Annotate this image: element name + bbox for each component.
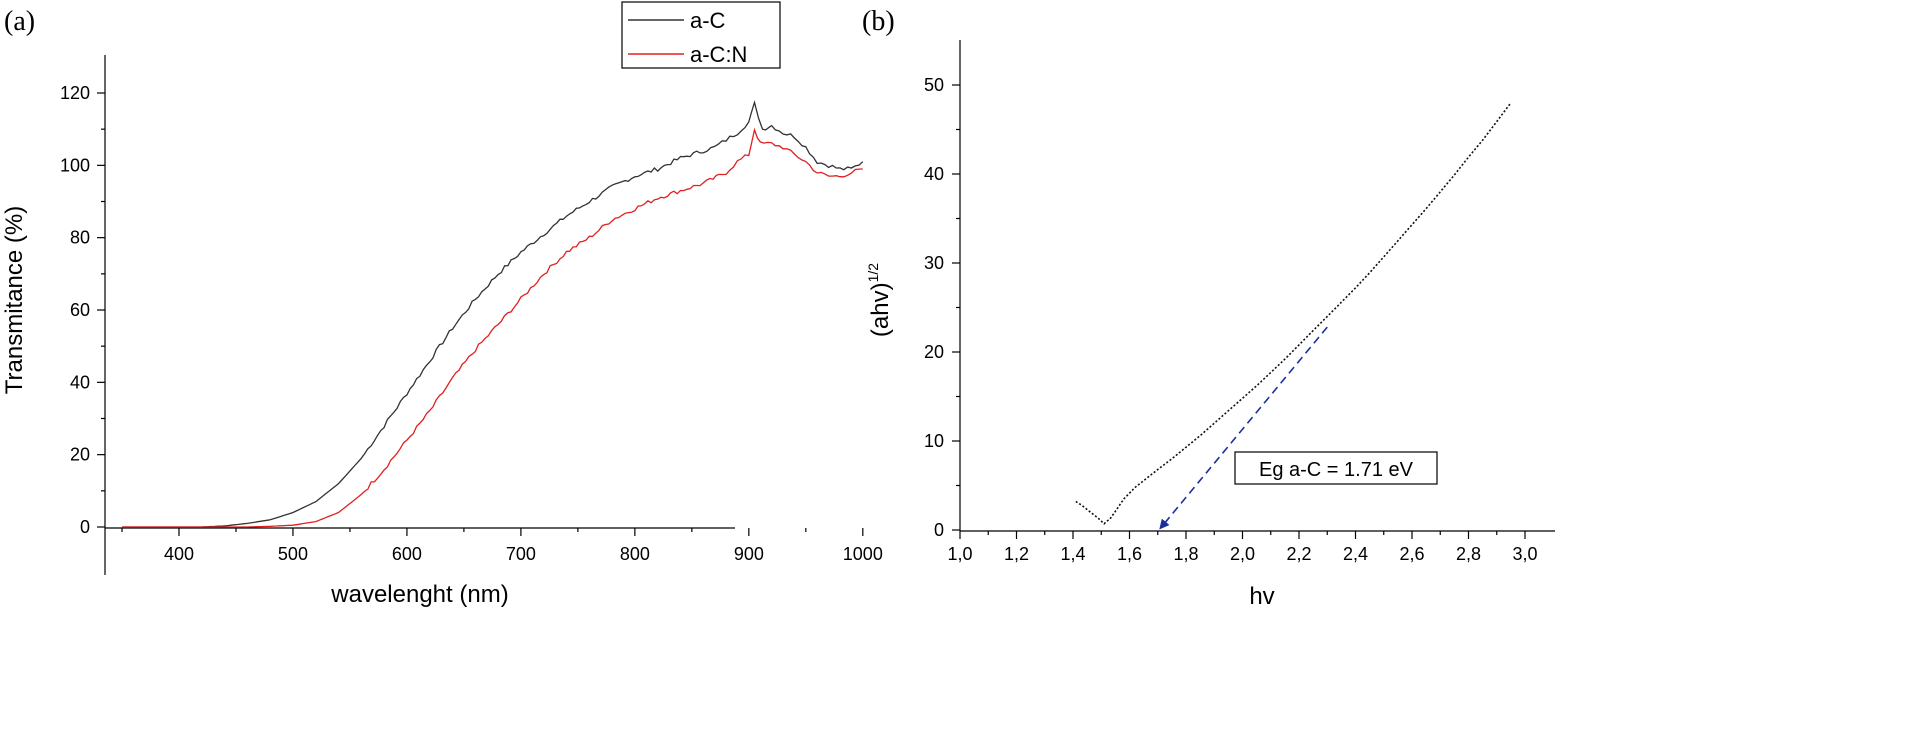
panel-a-label: (a) xyxy=(4,6,35,37)
b-x-tick-label: 2,6 xyxy=(1399,544,1424,564)
annotation-text: Eg a-C = 1.71 eV xyxy=(1259,459,1414,481)
a-y-tick-label: 20 xyxy=(70,445,90,465)
b-x-tick-label: 2,8 xyxy=(1456,544,1481,564)
series-line-a-c xyxy=(122,100,864,528)
b-x-tick-label: 3,0 xyxy=(1512,544,1537,564)
legend-label-a-c-n: a-C:N xyxy=(690,42,747,67)
panel-a: (a) 400 500 600 700 800 900 1000 0 20 40 60 80 100 12… xyxy=(1,1,883,608)
series-line-a-c-n xyxy=(122,127,863,528)
b-x-tick-label: 1,2 xyxy=(1004,544,1029,564)
a-y-tick-label: 120 xyxy=(60,83,90,103)
b-x-tick-label: 2,4 xyxy=(1343,544,1368,564)
b-y-tick-label: 40 xyxy=(924,164,944,184)
a-x-tick-label: 1000 xyxy=(843,544,883,564)
panel-a-legend: a-C a-C:N xyxy=(621,1,781,69)
panel-b-label: (b) xyxy=(862,6,895,37)
annotation-box xyxy=(1234,451,1438,485)
b-x-tick-label: 2,0 xyxy=(1230,544,1255,564)
a-x-tick-label: 700 xyxy=(506,544,536,564)
a-y-tick-label: 0 xyxy=(80,517,90,537)
a-x-tick-label: 900 xyxy=(734,544,764,564)
panel-b-x-axis-title: hv xyxy=(1249,583,1274,610)
a-x-tick-label: 500 xyxy=(278,544,308,564)
panel-a-x-axis-title: wavelenght (nm) xyxy=(330,581,508,608)
legend-label-a-c: a-C xyxy=(690,8,726,33)
a-y-tick-label: 80 xyxy=(70,228,90,248)
b-x-tick-label: 1,4 xyxy=(1060,544,1085,564)
band-gap-annotation: Eg a-C = 1.71 eV xyxy=(1234,451,1438,485)
a-y-tick-label: 40 xyxy=(70,372,90,392)
panel-b: (b) 1,0 1,2 1,4 1,6 1,8 2,0 2,2 2,4 2,6 2,8 3,0 0 10… xyxy=(862,6,1555,610)
panel-b-y-axis-title: (ahv)1/2 xyxy=(865,263,894,337)
a-x-tick-label: 800 xyxy=(620,544,650,564)
legend-box xyxy=(621,1,781,69)
panel-b-ticks: 1,0 1,2 1,4 1,6 1,8 2,0 2,2 2,4 2,6 2,8 3,0 0 10 20 30… xyxy=(924,40,1555,564)
b-y-tick-label: 0 xyxy=(934,520,944,540)
b-y-tick-label: 10 xyxy=(924,431,944,451)
panel-b-series xyxy=(1075,102,1512,530)
a-y-tick-label: 100 xyxy=(60,155,90,175)
panel-a-series xyxy=(122,100,864,528)
b-x-tick-label: 1,8 xyxy=(1173,544,1198,564)
b-y-tick-label: 30 xyxy=(924,253,944,273)
b-y-tick-label: 20 xyxy=(924,342,944,362)
b-y-tick-label: 50 xyxy=(924,75,944,95)
tauc-curve xyxy=(1075,102,1512,525)
b-x-tick-label: 2,2 xyxy=(1286,544,1311,564)
b-x-tick-label: 1,6 xyxy=(1117,544,1142,564)
panel-a-ticks: 400 500 600 700 800 900 1000 0 20 40 60 80 100 120 xyxy=(60,55,883,575)
a-y-tick-label: 60 xyxy=(70,300,90,320)
b-x-tick-label: 1,0 xyxy=(947,544,972,564)
a-x-tick-label: 400 xyxy=(164,544,194,564)
extrapolation-arrow xyxy=(1159,326,1328,530)
panel-a-y-axis-title: Transmitance (%) xyxy=(1,206,28,394)
a-x-tick-label: 600 xyxy=(392,544,422,564)
